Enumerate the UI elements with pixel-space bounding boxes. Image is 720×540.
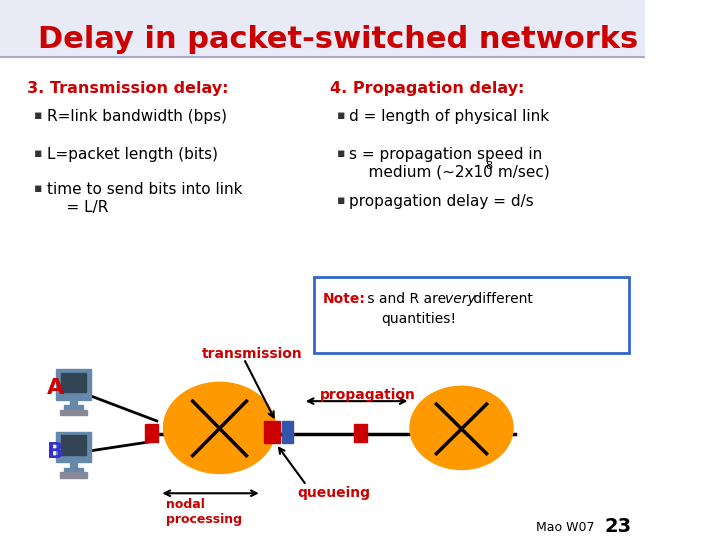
- Ellipse shape: [410, 386, 513, 469]
- Bar: [60, 435, 86, 455]
- Text: propagation delay = d/s: propagation delay = d/s: [349, 194, 534, 209]
- Text: ▪: ▪: [34, 146, 42, 160]
- Text: m/sec): m/sec): [493, 164, 549, 179]
- FancyBboxPatch shape: [314, 278, 629, 353]
- Text: ▪: ▪: [337, 146, 346, 160]
- Ellipse shape: [163, 382, 276, 474]
- Bar: [60, 410, 87, 415]
- Text: transmission: transmission: [202, 347, 302, 361]
- Text: s and R are: s and R are: [363, 292, 451, 306]
- Text: R=link bandwidth (bps): R=link bandwidth (bps): [47, 109, 227, 124]
- Bar: [0, 0, 645, 57]
- Text: ▪: ▪: [34, 182, 42, 195]
- Text: Note:: Note:: [323, 292, 366, 306]
- Bar: [282, 421, 293, 443]
- Text: Mao W07: Mao W07: [536, 521, 595, 534]
- Text: 8: 8: [486, 161, 492, 171]
- Bar: [264, 421, 281, 443]
- Text: propagation: propagation: [320, 388, 415, 402]
- Text: L=packet length (bits): L=packet length (bits): [47, 146, 217, 161]
- Text: A: A: [47, 379, 64, 399]
- Text: ▪: ▪: [337, 109, 346, 122]
- Text: quantities!: quantities!: [381, 312, 456, 326]
- Bar: [354, 424, 367, 442]
- Text: 23: 23: [605, 517, 632, 536]
- Text: ▪: ▪: [34, 109, 42, 122]
- Text: B: B: [47, 442, 63, 462]
- Text: different: different: [469, 292, 533, 306]
- Bar: [70, 400, 78, 406]
- Text: 3. Transmission delay:: 3. Transmission delay:: [27, 81, 228, 96]
- Text: time to send bits into link
    = L/R: time to send bits into link = L/R: [47, 182, 242, 214]
- Bar: [63, 468, 84, 472]
- Text: Delay in packet-switched networks: Delay in packet-switched networks: [37, 25, 638, 54]
- Bar: [55, 432, 91, 462]
- Text: 4. Propagation delay:: 4. Propagation delay:: [330, 81, 524, 96]
- Text: medium (~2x10: medium (~2x10: [349, 164, 493, 179]
- Bar: [63, 406, 84, 410]
- Text: d = length of physical link: d = length of physical link: [349, 109, 549, 124]
- Bar: [60, 472, 87, 477]
- Text: ▪: ▪: [337, 194, 346, 207]
- Text: s = propagation speed in: s = propagation speed in: [349, 146, 543, 161]
- Bar: [145, 424, 158, 442]
- Text: very: very: [446, 292, 476, 306]
- Text: nodal
processing: nodal processing: [166, 498, 242, 526]
- Bar: [70, 462, 78, 468]
- Bar: [55, 369, 91, 400]
- Bar: [60, 373, 86, 393]
- Text: queueing: queueing: [297, 487, 371, 501]
